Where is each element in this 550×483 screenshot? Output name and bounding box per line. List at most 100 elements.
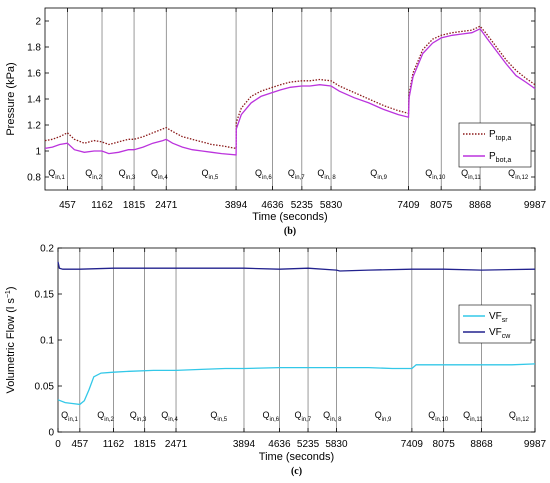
region-label: Qin,12 [508,168,529,181]
legend-entry: VFcw [489,327,511,340]
region-label: Qin, 8 [323,410,342,423]
series-line [44,25,536,150]
region-label: Qin,5 [210,410,227,423]
region-label: Qin,2 [97,410,114,423]
region-label-sub: in,5 [217,417,227,423]
region-label-base: Q [130,410,137,420]
legend [458,304,532,344]
x-tick-label: 2471 [155,200,178,211]
x-tick-label: 9987 [524,200,547,211]
x-tick-label: 457 [59,200,76,211]
x-tick-label: 457 [71,439,88,450]
volumetric-flow-chart: 0 0.05 0.1 0.15 0.2 0 457 1162 1815 2471 3894 4636 5… [5,244,547,478]
region-label-sub: in,4 [158,175,168,181]
region-label-base: Q [425,168,432,178]
x-tick-label: 7409 [401,439,424,450]
y-axis-label-end: ) [5,286,17,290]
y-axis-label: Pressure (kPa) [5,62,17,135]
region-label-sub: in,12 [515,175,529,181]
y-tick-label: 1.4 [27,95,41,106]
region-label-base: Q [262,410,269,420]
region-label-sub: in, 8 [324,175,336,181]
x-tick-label: 7409 [397,200,420,211]
region-label-base: Q [255,168,262,178]
region-label-sub: in,9 [382,417,392,423]
region-label-base: Q [97,410,104,420]
y-tick-label: 0.15 [35,290,55,301]
x-tick-label: 5235 [297,439,320,450]
region-label: Qin,4 [161,410,178,423]
region-label: Qin,9 [370,168,387,181]
y-tick-label: 2 [35,17,41,28]
x-tick-label: 1162 [103,439,125,450]
legend-entry-base: VF [489,327,502,338]
x-tick-label: 4636 [261,200,284,211]
legend-entry-sub: bot,a [496,157,512,164]
x-axis-label: Time (seconds) [259,451,334,463]
region-label-base: Q [323,410,330,420]
region-label-sub: in,2 [92,175,102,181]
region-label: Qin, 8 [317,168,336,181]
x-tick-label: 2471 [165,439,188,450]
region-label: Qin,9 [375,410,392,423]
y-tick-label: 0.8 [27,173,41,184]
region-label: Qin,11 [461,168,481,181]
region-label: Qin,5 [202,168,219,181]
region-label-base: Q [202,168,209,178]
region-label: Qin,4 [151,168,168,181]
region-label-sub: in, 8 [330,417,342,423]
x-tick-label: 5235 [291,200,314,211]
x-tick-label: 5830 [320,200,343,211]
region-label-sub: in,12 [516,417,530,423]
series-line [57,261,536,272]
y-tick-label: 1.2 [27,121,41,132]
region-label-sub: in,7 [301,417,311,423]
region-label-base: Q [428,410,435,420]
x-tick-label: 8075 [430,200,453,211]
legend-entry-base: P [489,129,496,140]
region-label-base: Q [48,168,55,178]
region-label-sub: in,11 [470,417,483,423]
region-label-sub: in,2 [104,417,114,423]
region-label-base: Q [317,168,324,178]
x-tick-label: 1162 [91,200,113,211]
region-label: Qin,11 [463,410,483,423]
region-label-sub: in,6 [262,175,272,181]
x-tick-label: 3894 [233,439,256,450]
x-axis-label: Time (seconds) [252,211,327,223]
region-label-base: Q [85,168,92,178]
region-label-sub: in,4 [168,417,178,423]
region-label: Qin,2 [85,168,102,181]
legend-entry-base: VF [489,311,502,322]
region-label: Qin,10 [428,410,449,423]
region-label-base: Q [288,168,295,178]
x-tick-label: 4636 [268,439,291,450]
region-label: Qin,6 [255,168,272,181]
region-label-sub: in,10 [435,417,449,423]
region-label: Qin,1 [48,168,65,181]
x-tick-label: 8868 [469,200,492,211]
y-tick-label: 0 [48,428,54,439]
region-label-base: Q [375,410,382,420]
y-axis-label-sup: −1 [5,290,12,298]
y-tick-label: 1 [35,147,41,158]
series-line [57,363,536,406]
y-tick-label: 0.1 [40,336,54,347]
region-label: Qin,3 [130,410,147,423]
y-tick-label: 0.2 [40,244,54,255]
region-label-base: Q [463,410,470,420]
region-label-sub: in,9 [377,175,387,181]
region-label-base: Q [161,410,168,420]
legend-entry-sub: top,a [496,135,512,142]
x-tick-label: 1815 [134,439,157,450]
region-label-sub: in,5 [209,175,219,181]
region-label-base: Q [508,168,515,178]
region-label-sub: in,11 [468,175,481,181]
legend-entry-base: P [489,151,496,162]
y-axis-label-base: Volumetric Flow (l s [5,298,17,394]
x-tick-label: 1815 [123,200,146,211]
region-label: Qin,3 [119,168,136,181]
y-tick-label: 1.6 [27,69,41,80]
x-tick-label: 8075 [433,439,456,450]
